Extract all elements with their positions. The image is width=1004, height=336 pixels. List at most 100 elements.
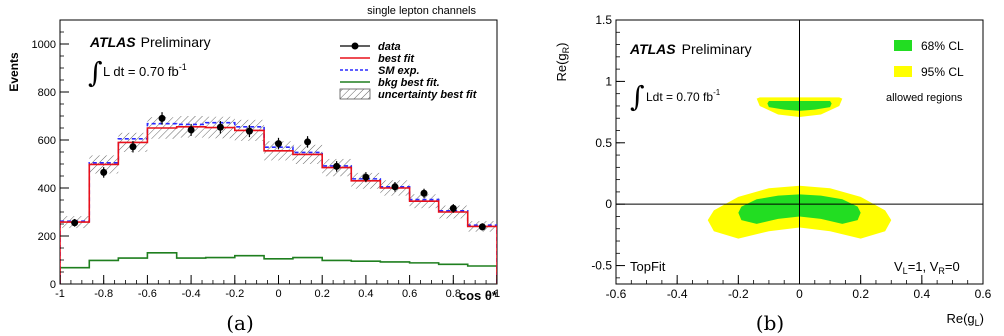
- chart-a-brand-line: ATLAS Preliminary: [89, 34, 211, 50]
- legend-label-best-fit: best fit: [378, 53, 415, 65]
- data-point: [100, 168, 108, 176]
- x-tick-label: 0.6: [975, 287, 992, 301]
- series-best-fit-line: [60, 126, 497, 284]
- legend-68-swatch: [894, 40, 912, 51]
- chart-b-legend: 68% CL 95% CL allowed regions: [886, 39, 964, 104]
- vl-v: V: [894, 259, 903, 274]
- chart-b-lumi-sup: -1: [713, 88, 721, 97]
- x-tick-label: 0.8: [446, 288, 461, 300]
- legend-label-bkg: bkg best fit.: [378, 77, 440, 89]
- y-tick-label: -0.5: [591, 259, 612, 273]
- chart-b-panel-label: (b): [756, 311, 784, 335]
- legend-95-swatch: [894, 66, 912, 77]
- chart-b-topfit: TopFit: [630, 259, 666, 274]
- chart-a-lumi-sup: -1: [179, 62, 187, 72]
- y-tick-label: 600: [38, 135, 56, 147]
- chart-a-preliminary: Preliminary: [141, 34, 211, 50]
- y-tick-label: 800: [38, 87, 56, 99]
- data-points: [71, 112, 486, 231]
- chart-a-legend: data best fit SM exp. bkg best fit. unce…: [339, 41, 478, 101]
- data-point: [420, 189, 428, 197]
- chart-b-lumi: Ldt = 0.70 fb-1: [646, 88, 721, 104]
- ylabel-sub: R: [561, 46, 571, 53]
- chart-b: -0.6 -0.4 -0.2 0 0.2 0.4 0.6 -0.5 0 0.5 1 1.5 ATLAS…: [554, 13, 992, 335]
- legend-data-marker: [351, 42, 359, 50]
- x-tick-label: 0.2: [852, 287, 869, 301]
- chart-b-brand-line: ATLAS Preliminary: [629, 41, 752, 57]
- x-tick-label: -0.4: [182, 288, 201, 300]
- data-point: [71, 219, 79, 227]
- data-point: [245, 127, 253, 135]
- x-tick-label: 1: [494, 288, 500, 300]
- chart-b-xlabel: Re(gL): [946, 311, 984, 328]
- x-tick-label: 0: [275, 288, 281, 300]
- chart-a-panel-label: (a): [226, 311, 254, 335]
- data-point: [449, 204, 457, 212]
- x-tick-label: 0.4: [913, 287, 930, 301]
- data-point: [187, 126, 195, 134]
- chart-b-vlvr: VL=1, VR=0: [894, 259, 960, 276]
- vl-eq: =1, V: [908, 259, 939, 274]
- chart-a-ylabel: Events: [7, 52, 21, 92]
- vr-sub: R: [938, 266, 945, 276]
- x-tick-label: 0.2: [315, 288, 330, 300]
- vr-eq: =0: [945, 259, 960, 274]
- data-point: [391, 183, 399, 191]
- chart-a-lumi-text: L dt = 0.70 fb: [103, 64, 179, 79]
- data-point: [129, 143, 137, 151]
- chart-a-axes: -1 -0.8 -0.6 -0.4 -0.2 0 0.2 0.4 0.6 0.8 1 0 200 400 6…: [32, 19, 500, 300]
- chart-b-ylabel: Re(gR): [554, 42, 571, 81]
- y-tick-label: 0.5: [595, 136, 612, 150]
- legend-label-data: data: [378, 41, 401, 53]
- data-point: [478, 223, 486, 231]
- xlabel-main: Re(g: [946, 311, 974, 326]
- ylabel-close: ): [554, 42, 569, 46]
- legend-label-uncertainty: uncertainty best fit: [378, 89, 478, 101]
- legend-label-sm: SM exp.: [378, 65, 420, 77]
- y-tick-label: 200: [38, 231, 56, 243]
- x-tick-label: 0.6: [402, 288, 417, 300]
- chart-b-brand: ATLAS: [629, 41, 676, 57]
- x-tick-label: -0.2: [728, 287, 749, 301]
- data-point: [362, 173, 370, 181]
- zero-lines: [616, 20, 983, 284]
- y-tick-label: 1: [605, 74, 612, 88]
- data-point: [333, 162, 341, 170]
- vl-sub: L: [903, 266, 908, 276]
- series-bkg-best-fit--line: [60, 252, 497, 284]
- y-tick-label: 1.5: [595, 13, 612, 27]
- legend-label-95: 95% CL: [921, 65, 964, 79]
- x-tick-label: -0.4: [667, 287, 688, 301]
- histogram-steps: [60, 121, 497, 284]
- x-tick-label: -0.6: [138, 288, 157, 300]
- chart-a-brand: ATLAS: [89, 34, 136, 50]
- y-tick-label: 0: [605, 197, 612, 211]
- x-tick-label: -0.2: [225, 288, 244, 300]
- chart-b-lumi-text: Ldt = 0.70 fb: [646, 90, 713, 104]
- legend-label-68: 68% CL: [921, 39, 964, 53]
- x-tick-label: -0.8: [94, 288, 113, 300]
- x-tick-label: 0: [796, 287, 803, 301]
- x-tick-label: -0.6: [606, 287, 627, 301]
- chart-b-axes: -0.6 -0.4 -0.2 0 0.2 0.4 0.6 -0.5 0 0.5 1 1.5: [591, 13, 991, 301]
- chart-a-xlabel: cos θ*: [459, 288, 498, 303]
- x-tick-label: -1: [55, 288, 65, 300]
- y-tick-label: 400: [38, 183, 56, 195]
- chart-a-top-label: single lepton channels: [367, 5, 476, 17]
- data-point: [216, 123, 224, 131]
- chart-b-integral: ∫: [630, 80, 645, 113]
- data-point: [158, 114, 166, 122]
- chart-a-lumi: L dt = 0.70 fb-1: [103, 62, 187, 79]
- chart-b-preliminary: Preliminary: [682, 41, 752, 57]
- x-tick-label: 0.4: [358, 288, 373, 300]
- legend-uncertainty-swatch: [339, 88, 371, 100]
- y-tick-label: 1000: [32, 39, 56, 51]
- xlabel-close: ): [980, 311, 984, 326]
- legend-allowed: allowed regions: [886, 92, 963, 104]
- ylabel-main: Re(g: [554, 53, 569, 81]
- xlabel-sub: L: [975, 318, 980, 328]
- data-point: [275, 140, 282, 148]
- uncertainty-band: [60, 116, 497, 232]
- chart-a: -1 -0.8 -0.6 -0.4 -0.2 0 0.2 0.4 0.6 0.8 1 0 200 400 6…: [7, 5, 500, 335]
